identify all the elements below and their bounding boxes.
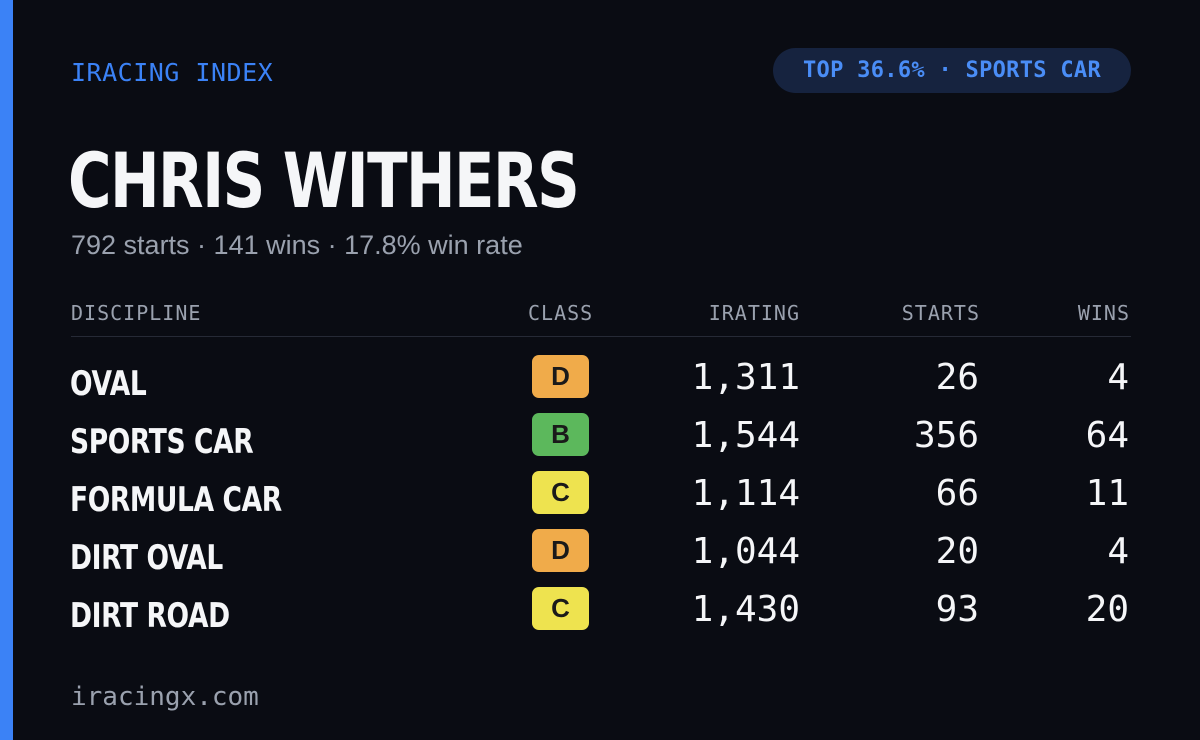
accent-bar (0, 0, 13, 740)
discipline-name: OVAL (70, 364, 147, 404)
header-divider (71, 336, 1131, 337)
brand-label: IRACING INDEX (71, 58, 274, 87)
wins-value: 4 (1107, 357, 1129, 398)
driver-name: CHRIS WITHERS (68, 136, 580, 225)
table-row: DIRT OVAL D 1,044 20 4 (0, 529, 1200, 587)
starts-value: 93 (935, 589, 979, 630)
header-wins: WINS (1077, 301, 1130, 325)
irating-value: 1,311 (691, 357, 800, 398)
header-irating: IRATING (708, 301, 800, 325)
table-row: FORMULA CAR C 1,114 66 11 (0, 471, 1200, 529)
discipline-name: DIRT ROAD (70, 596, 230, 636)
starts-value: 20 (935, 531, 979, 572)
discipline-name: SPORTS CAR (70, 422, 254, 462)
footer-domain: iracingx.com (71, 682, 259, 712)
table-row: SPORTS CAR B 1,544 356 64 (0, 413, 1200, 471)
irating-value: 1,044 (691, 531, 800, 572)
class-badge: C (532, 587, 589, 630)
class-badge: B (532, 413, 589, 456)
header-discipline: DISCIPLINE (71, 301, 202, 325)
wins-value: 11 (1085, 473, 1129, 514)
wins-value: 4 (1107, 531, 1129, 572)
table-row: OVAL D 1,311 26 4 (0, 355, 1200, 413)
irating-value: 1,430 (691, 589, 800, 630)
starts-value: 66 (935, 473, 979, 514)
discipline-name: FORMULA CAR (70, 480, 282, 520)
starts-value: 26 (935, 357, 979, 398)
wins-value: 64 (1085, 415, 1129, 456)
discipline-name: DIRT OVAL (70, 538, 223, 578)
driver-summary: 792 starts · 141 wins · 17.8% win rate (71, 230, 523, 260)
class-badge: C (532, 471, 589, 514)
class-badge: D (532, 355, 589, 398)
wins-value: 20 (1085, 589, 1129, 630)
irating-value: 1,544 (691, 415, 800, 456)
irating-value: 1,114 (691, 473, 800, 514)
class-badge: D (532, 529, 589, 572)
table-row: DIRT ROAD C 1,430 93 20 (0, 587, 1200, 645)
ranking-badge: TOP 36.6% · SPORTS CAR (773, 48, 1131, 93)
starts-value: 356 (913, 415, 979, 456)
header-class: CLASS (528, 301, 594, 325)
header-starts: STARTS (901, 301, 980, 325)
